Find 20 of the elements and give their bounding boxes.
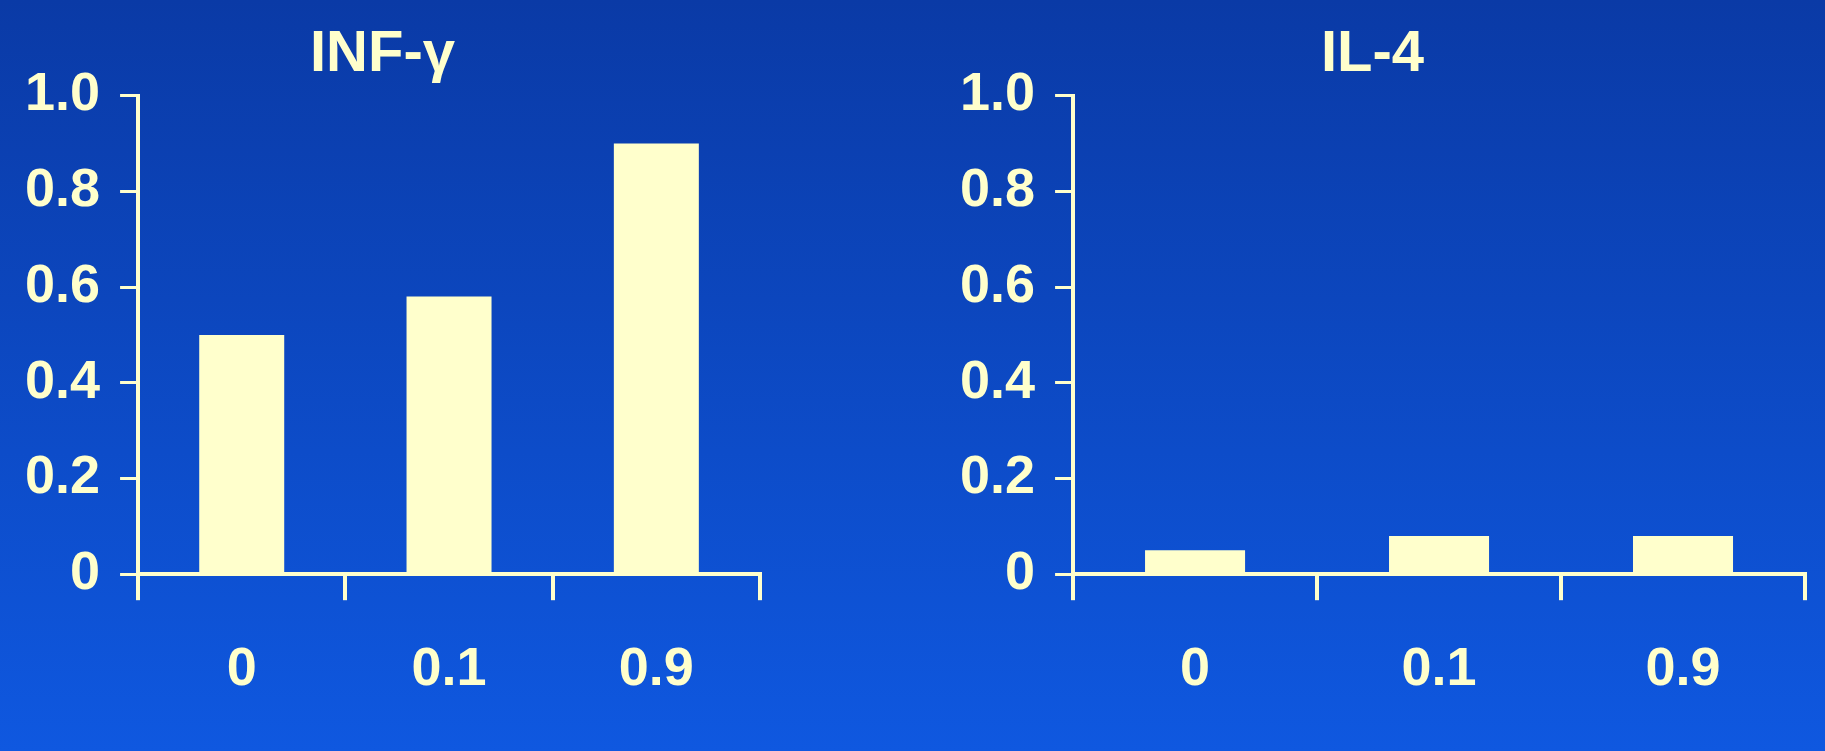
y-tick-label: 1.0 [959,61,1036,122]
x-tick-label: 0.9 [1645,636,1721,697]
y-tick-label: 0.4 [24,348,101,409]
x-tick-label: 0 [1180,636,1211,697]
y-tick-label: 0.4 [959,348,1036,409]
chart-title: INF-γ [310,17,456,83]
y-tick-label: 1.0 [24,61,101,122]
chart-title: IL-4 [1320,17,1425,83]
y-tick-label: 0 [1005,540,1036,601]
y-tick-label: 0.2 [24,444,101,505]
y-tick-label: 0.2 [959,444,1036,505]
y-tick-label: 0.6 [24,252,101,313]
y-tick-label: 0 [70,540,101,601]
y-tick-label: 0.8 [959,157,1036,218]
x-tick-label: 0.9 [618,636,694,697]
y-tick-label: 0.6 [959,252,1036,313]
x-tick-label: 0 [226,636,257,697]
x-tick-label: 0.1 [411,636,487,697]
x-tick-label: 0.1 [1401,636,1477,697]
y-tick-label: 0.8 [24,157,101,218]
